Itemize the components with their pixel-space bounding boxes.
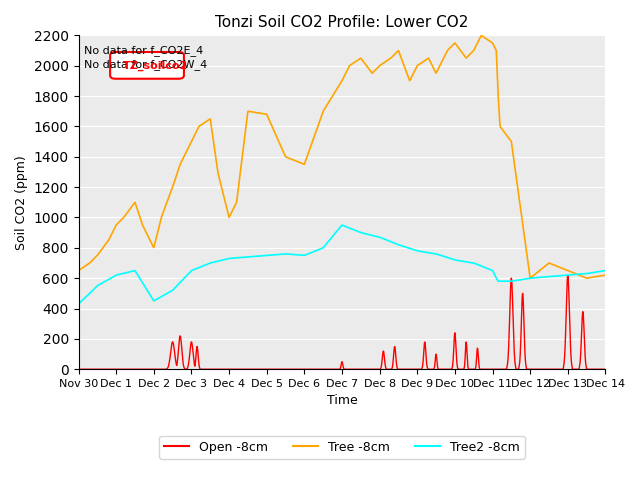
Tree -8cm [583, 275, 591, 281]
Open -8cm [587, 366, 595, 372]
Y-axis label: Soil CO2 (ppm): Soil CO2 (ppm) [15, 155, 28, 250]
Open -8cm [490, 366, 497, 372]
FancyBboxPatch shape [110, 52, 184, 79]
Tree2 -8cm [490, 270, 497, 276]
Tree -8cm [490, 42, 497, 48]
Tree -8cm [102, 241, 109, 247]
Text: TZ_soilco2: TZ_soilco2 [124, 60, 189, 71]
Line: Tree2 -8cm: Tree2 -8cm [79, 225, 605, 304]
Open -8cm [75, 366, 83, 372]
Title: Tonzi Soil CO2 Profile: Lower CO2: Tonzi Soil CO2 Profile: Lower CO2 [215, 15, 468, 30]
Tree2 -8cm [339, 222, 346, 228]
Tree -8cm [602, 272, 609, 278]
Open -8cm [586, 366, 594, 372]
Legend: Open -8cm, Tree -8cm, Tree2 -8cm: Open -8cm, Tree -8cm, Tree2 -8cm [159, 435, 525, 458]
Open -8cm [602, 366, 609, 372]
Tree2 -8cm [602, 268, 609, 274]
Tree2 -8cm [317, 246, 324, 252]
Text: No data for f_CO2E_4: No data for f_CO2E_4 [84, 45, 203, 56]
Tree -8cm [75, 268, 83, 274]
Tree2 -8cm [586, 270, 594, 276]
Tree -8cm [331, 90, 339, 96]
Text: No data for f_CO2W_4: No data for f_CO2W_4 [84, 59, 207, 70]
Tree2 -8cm [587, 270, 595, 276]
Open -8cm [102, 366, 109, 372]
Line: Open -8cm: Open -8cm [79, 275, 605, 369]
Tree2 -8cm [331, 231, 339, 237]
Tree -8cm [317, 115, 324, 121]
Open -8cm [317, 366, 324, 372]
Tree2 -8cm [75, 301, 83, 307]
Tree -8cm [587, 275, 595, 280]
Open -8cm [564, 272, 572, 278]
Open -8cm [331, 366, 339, 372]
Line: Tree -8cm: Tree -8cm [79, 36, 605, 278]
X-axis label: Time: Time [326, 395, 357, 408]
Tree -8cm [477, 33, 485, 38]
Tree -8cm [587, 275, 595, 280]
Tree2 -8cm [102, 278, 109, 284]
